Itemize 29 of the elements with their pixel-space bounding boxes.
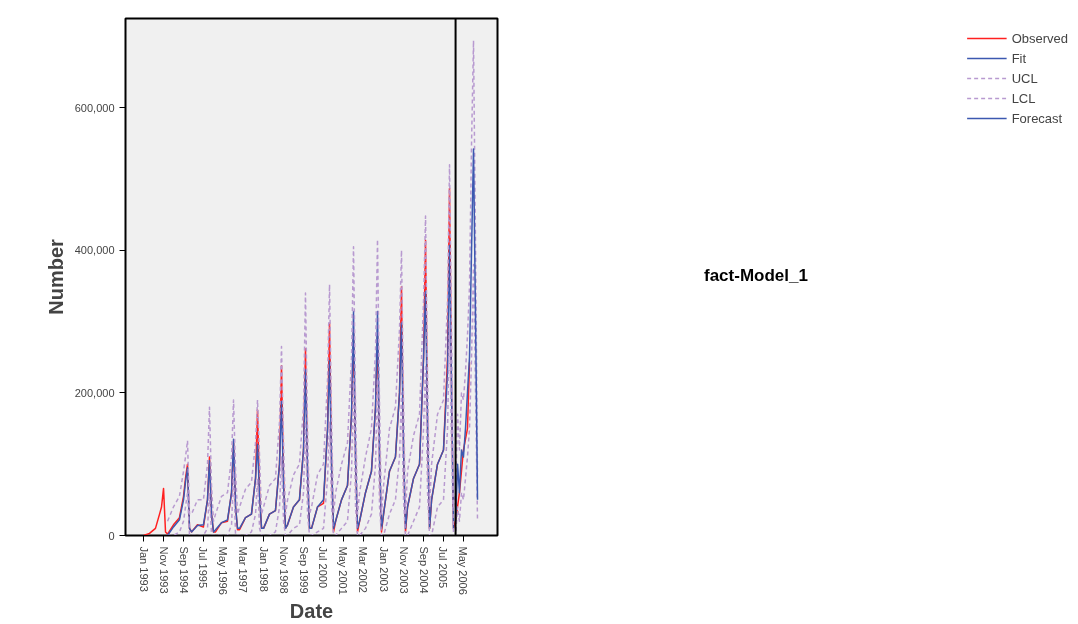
text: fact-Model_1 bbox=[704, 265, 808, 287]
y-tick-label: 600,000 bbox=[74, 101, 115, 114]
x-tick-label: Jul 2000 bbox=[317, 546, 330, 589]
y-tick-label: 0 bbox=[108, 529, 115, 542]
x-tick-label: Mar 2002 bbox=[357, 546, 370, 593]
x-tick-label: May 2006 bbox=[457, 546, 470, 595]
legend-label: LCL bbox=[1011, 90, 1036, 106]
y-tick-label: 200,000 bbox=[74, 386, 115, 399]
x-tick-label: Mar 1997 bbox=[237, 546, 250, 593]
y-tick-label: 400,000 bbox=[74, 244, 115, 257]
x-tick-label: Jan 2003 bbox=[377, 546, 390, 592]
x-tick-label: Jul 1995 bbox=[197, 546, 210, 589]
x-tick-label: Jan 1993 bbox=[137, 546, 150, 592]
x-axis-title: Date bbox=[289, 599, 334, 622]
legend-label: Fit bbox=[1011, 50, 1028, 66]
legend-label: Forecast bbox=[1011, 110, 1063, 126]
x-tick-label: May 2001 bbox=[337, 546, 350, 595]
x-tick-label: Nov 1998 bbox=[277, 546, 290, 594]
x-tick-label: Sep 1999 bbox=[297, 546, 310, 594]
y-axis-title: Number bbox=[44, 239, 67, 315]
x-tick-label: Jan 1998 bbox=[257, 546, 270, 592]
x-tick-label: Sep 1994 bbox=[177, 546, 190, 594]
legend-label: Observed bbox=[1011, 30, 1068, 46]
x-tick-label: Jul 2005 bbox=[437, 546, 450, 589]
x-tick-label: May 1996 bbox=[217, 546, 230, 595]
x-tick-label: Nov 1993 bbox=[157, 546, 170, 594]
x-tick-label: Nov 2003 bbox=[397, 546, 410, 594]
legend-label: UCL bbox=[1011, 70, 1038, 86]
x-tick-label: Sep 2004 bbox=[417, 546, 430, 594]
